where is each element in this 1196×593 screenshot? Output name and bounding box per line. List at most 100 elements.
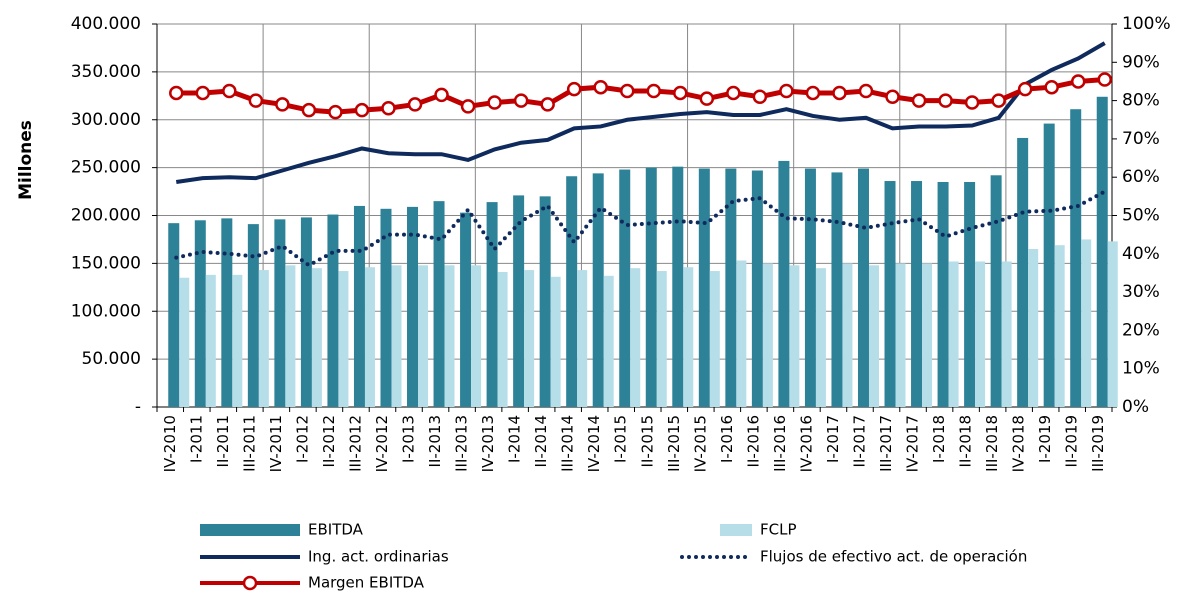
x-tick-label: III-2017 bbox=[877, 415, 895, 472]
bar bbox=[725, 168, 737, 407]
y2-tick-label: 10% bbox=[1122, 359, 1160, 379]
marker bbox=[832, 85, 847, 101]
x-tick-label: III-2012 bbox=[346, 415, 364, 472]
bar bbox=[762, 263, 773, 407]
y2-tick-label: 100% bbox=[1122, 14, 1171, 34]
x-tick-label: I-2017 bbox=[824, 415, 842, 463]
marker bbox=[805, 85, 821, 101]
bar bbox=[338, 271, 349, 407]
bar bbox=[895, 263, 906, 407]
bar bbox=[1054, 245, 1065, 407]
bar bbox=[868, 265, 879, 407]
bar bbox=[285, 265, 296, 407]
x-tick-label: II-2018 bbox=[957, 415, 975, 467]
x-tick-label: I-2016 bbox=[718, 415, 736, 463]
bar bbox=[1001, 261, 1012, 407]
marker bbox=[275, 97, 290, 112]
bar bbox=[922, 263, 933, 407]
marker bbox=[381, 101, 396, 116]
bar bbox=[948, 261, 959, 407]
bar bbox=[460, 212, 472, 407]
bar bbox=[964, 181, 976, 407]
x-tick-label: II-2014 bbox=[532, 415, 550, 467]
bar bbox=[486, 202, 498, 407]
y-tick-label: 300.000 bbox=[71, 110, 141, 130]
bar bbox=[433, 201, 445, 407]
bar bbox=[1081, 239, 1092, 407]
x-tick-label: II-2019 bbox=[1063, 415, 1081, 467]
legend-label: Ing. act. ordinarias bbox=[308, 548, 449, 566]
bar bbox=[274, 219, 286, 407]
bar bbox=[205, 274, 216, 407]
bar bbox=[937, 181, 949, 407]
bar bbox=[630, 268, 641, 407]
bar bbox=[179, 277, 190, 407]
x-tick-label: I-2012 bbox=[293, 415, 311, 463]
bar bbox=[566, 176, 578, 407]
x-tick-label: III-2016 bbox=[771, 415, 789, 472]
marker bbox=[248, 93, 264, 108]
line bbox=[176, 77, 1105, 115]
bar bbox=[1017, 137, 1029, 407]
y2-tick-label: 30% bbox=[1122, 282, 1160, 302]
bar bbox=[683, 267, 694, 407]
legend-label: Margen EBITDA bbox=[308, 574, 425, 592]
x-tick-label: III-2011 bbox=[240, 415, 258, 472]
marker bbox=[222, 83, 237, 99]
bar bbox=[736, 260, 747, 407]
y2-tick-label: 80% bbox=[1122, 91, 1160, 111]
marker bbox=[779, 83, 794, 99]
marker bbox=[885, 89, 900, 105]
marker bbox=[1044, 79, 1059, 95]
x-tick-label: IV-2016 bbox=[797, 415, 815, 472]
bar bbox=[444, 265, 455, 407]
bar bbox=[418, 265, 429, 407]
marker bbox=[938, 93, 953, 108]
bar bbox=[247, 224, 259, 407]
y2-tick-label: 60% bbox=[1122, 167, 1160, 187]
marker bbox=[726, 85, 741, 101]
y2-tick-label: 0% bbox=[1122, 397, 1149, 417]
bar bbox=[194, 220, 206, 407]
bar bbox=[789, 265, 800, 407]
y-tick-label: 100.000 bbox=[71, 301, 141, 321]
marker bbox=[858, 83, 874, 99]
legend-label: FCLP bbox=[760, 521, 797, 539]
marker bbox=[646, 83, 662, 99]
marker bbox=[964, 95, 980, 110]
bar bbox=[577, 270, 588, 407]
y-tick-label: 200.000 bbox=[71, 206, 141, 226]
marker bbox=[1017, 81, 1033, 97]
bar bbox=[1070, 109, 1082, 407]
marker bbox=[673, 85, 688, 101]
x-tick-label: IV-2014 bbox=[585, 415, 603, 472]
x-tick-label: IV-2012 bbox=[373, 415, 391, 472]
legend-marker bbox=[242, 575, 258, 591]
marker bbox=[460, 99, 476, 114]
marker bbox=[593, 79, 608, 95]
marker bbox=[911, 93, 927, 108]
marker bbox=[169, 85, 184, 101]
line bbox=[175, 41, 1106, 184]
x-tick-label: IV-2018 bbox=[1010, 415, 1028, 472]
bar bbox=[1028, 249, 1039, 407]
x-tick-label: III-2015 bbox=[665, 415, 683, 472]
y2-tick-label: 50% bbox=[1122, 206, 1160, 226]
x-tick-label: II-2016 bbox=[744, 415, 762, 467]
bar bbox=[353, 205, 365, 407]
x-tick-label: II-2017 bbox=[850, 415, 868, 467]
bar bbox=[1043, 123, 1055, 407]
x-tick-label: III-2019 bbox=[1089, 415, 1107, 472]
bar bbox=[857, 168, 869, 407]
y2-tick-label: 40% bbox=[1122, 244, 1160, 264]
x-tick-label: III-2018 bbox=[983, 415, 1001, 472]
bar bbox=[497, 271, 508, 407]
bar bbox=[513, 195, 525, 407]
bar bbox=[1107, 241, 1118, 407]
x-tick-label: I-2014 bbox=[506, 415, 524, 463]
bar bbox=[592, 173, 604, 407]
bar bbox=[751, 170, 763, 407]
bar bbox=[471, 265, 482, 407]
x-tick-label: IV-2015 bbox=[691, 415, 709, 472]
